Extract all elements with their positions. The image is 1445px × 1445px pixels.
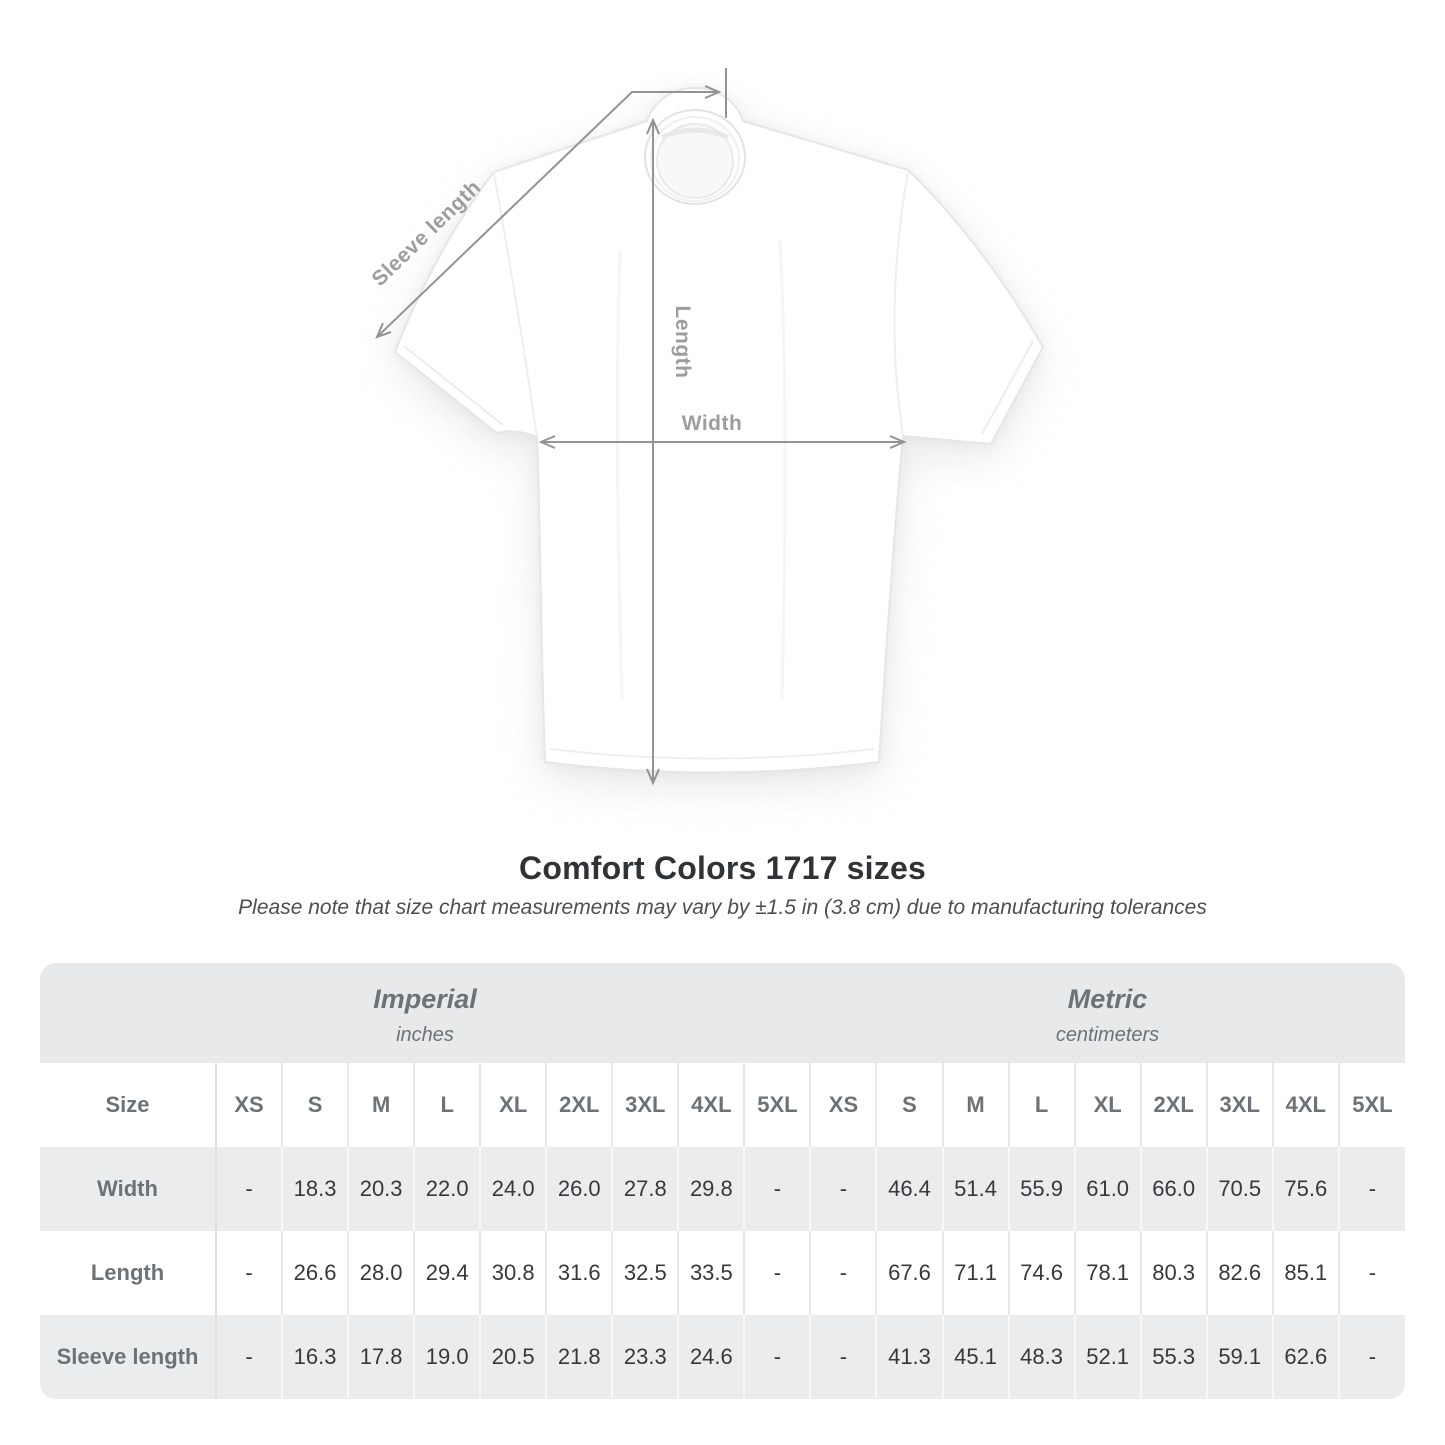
metric-unit: centimeters <box>1055 1023 1160 1046</box>
size-value-cell: 78.1 <box>1073 1231 1141 1315</box>
size-value-cell: 55.9 <box>1007 1147 1075 1231</box>
table-row: Sleeve length -16.3 17.8 19.0 20.5 21.8 23.3 24… <box>40 1315 1405 1399</box>
size-value-cell: 23.3 <box>611 1315 679 1399</box>
size-column-header: L <box>1007 1063 1075 1147</box>
size-column-header: 4XL <box>677 1063 745 1147</box>
tolerance-note: Please note that size chart measurements… <box>238 896 1207 919</box>
units-band: Imperial inches Metric centimeters <box>40 963 1405 1063</box>
size-column-header: 3XL <box>611 1063 679 1147</box>
size-value-cell: 16.3 <box>281 1315 349 1399</box>
size-value-cell: 82.6 <box>1205 1231 1273 1315</box>
size-value-cell: 59.1 <box>1205 1315 1273 1399</box>
size-header-row: Size XS S M L XL 2XL 3XL 4XL 5XL XS S M L XL 2XL 3XL 4XL… <box>40 1063 1405 1147</box>
page-title: Comfort Colors 1717 sizes <box>519 850 926 886</box>
size-value-cell: 27.8 <box>611 1147 679 1231</box>
size-value-cell: - <box>214 1147 283 1231</box>
size-value-cell: 41.3 <box>875 1315 943 1399</box>
tshirt-measurement-diagram: Sleeve length Length Width <box>367 68 1044 786</box>
size-value-cell: 62.6 <box>1271 1315 1339 1399</box>
size-value-cell: 80.3 <box>1139 1231 1207 1315</box>
width-arrow <box>538 435 907 449</box>
imperial-unit: inches <box>396 1023 454 1046</box>
metric-header: Metric centimeters <box>810 963 1405 1063</box>
size-value-cell: 45.1 <box>941 1315 1009 1399</box>
size-column-header: 2XL <box>545 1063 613 1147</box>
size-column-header: XS <box>214 1063 283 1147</box>
size-value-cell: 26.0 <box>545 1147 613 1231</box>
size-value-cell: 67.6 <box>875 1231 943 1315</box>
imperial-title: Imperial <box>373 983 477 1014</box>
size-value-cell: - <box>809 1231 877 1315</box>
size-value-cell: 75.6 <box>1271 1147 1339 1231</box>
size-value-cell: 20.3 <box>347 1147 415 1231</box>
size-value-cell: 55.3 <box>1139 1315 1207 1399</box>
size-value-cell: - <box>743 1231 811 1315</box>
size-value-cell: 46.4 <box>875 1147 943 1231</box>
size-column-title: Size <box>40 1063 216 1147</box>
size-column-header: S <box>281 1063 349 1147</box>
size-value-cell: 48.3 <box>1007 1315 1075 1399</box>
size-value-cell: - <box>743 1315 811 1399</box>
metric-title: Metric <box>1067 983 1148 1014</box>
size-table-body: Width -18.3 20.3 22.0 24.0 26.0 27.8 29.8- -46.4… <box>40 1147 1405 1399</box>
size-value-cell: - <box>214 1231 283 1315</box>
size-value-cell: 29.8 <box>677 1147 745 1231</box>
size-value-cell: 18.3 <box>281 1147 349 1231</box>
length-label: Length <box>671 306 694 379</box>
size-value-cell: 26.6 <box>281 1231 349 1315</box>
table-row: Length -26.6 28.0 29.4 30.8 31.6 32.5 33.5- -67.… <box>40 1231 1405 1315</box>
size-value-cell: - <box>809 1315 877 1399</box>
measurement-row-label: Sleeve length <box>40 1315 216 1399</box>
size-value-cell: - <box>743 1147 811 1231</box>
size-column-header: 3XL <box>1205 1063 1273 1147</box>
size-column-header: 4XL <box>1271 1063 1339 1147</box>
size-column-header: 5XL <box>743 1063 811 1147</box>
size-value-cell: 71.1 <box>941 1231 1009 1315</box>
size-column-header: 5XL <box>1337 1063 1405 1147</box>
size-value-cell: 51.4 <box>941 1147 1009 1231</box>
size-value-cell: 17.8 <box>347 1315 415 1399</box>
size-column-header: M <box>347 1063 415 1147</box>
size-value-cell: - <box>809 1147 877 1231</box>
size-column-header: XL <box>1073 1063 1141 1147</box>
size-value-cell: 32.5 <box>611 1231 679 1315</box>
size-value-cell: 70.5 <box>1205 1147 1273 1231</box>
size-value-cell: 85.1 <box>1271 1231 1339 1315</box>
size-value-cell: 24.0 <box>479 1147 547 1231</box>
size-value-cell: - <box>1337 1231 1405 1315</box>
size-value-cell: 74.6 <box>1007 1231 1075 1315</box>
size-value-cell: 33.5 <box>677 1231 745 1315</box>
measurement-row-label: Length <box>40 1231 216 1315</box>
size-value-cell: 52.1 <box>1073 1315 1141 1399</box>
size-column-header: XS <box>809 1063 877 1147</box>
size-column-header: 2XL <box>1139 1063 1207 1147</box>
size-value-cell: 29.4 <box>413 1231 481 1315</box>
size-value-cell: 24.6 <box>677 1315 745 1399</box>
size-value-cell: 30.8 <box>479 1231 547 1315</box>
size-value-cell: 20.5 <box>479 1315 547 1399</box>
size-column-header: S <box>875 1063 943 1147</box>
size-value-cell: 31.6 <box>545 1231 613 1315</box>
width-label: Width <box>682 412 743 435</box>
sleeve-length-arrow <box>375 85 722 339</box>
measurement-row-label: Width <box>40 1147 216 1231</box>
size-column-header: M <box>941 1063 1009 1147</box>
size-column-header: XL <box>479 1063 547 1147</box>
table-row: Width -18.3 20.3 22.0 24.0 26.0 27.8 29.8- -46.4… <box>40 1147 1405 1231</box>
tshirt-image <box>394 86 1044 774</box>
size-value-cell: 21.8 <box>545 1315 613 1399</box>
size-value-cell: - <box>1337 1315 1405 1399</box>
size-value-cell: 61.0 <box>1073 1147 1141 1231</box>
size-table: Imperial inches Metric centimeters Size … <box>40 963 1405 1399</box>
size-value-cell: 22.0 <box>413 1147 481 1231</box>
size-column-header: L <box>413 1063 481 1147</box>
length-arrow <box>646 117 660 786</box>
size-value-cell: 28.0 <box>347 1231 415 1315</box>
size-value-cell: - <box>1337 1147 1405 1231</box>
size-value-cell: 66.0 <box>1139 1147 1207 1231</box>
imperial-header: Imperial inches <box>40 963 810 1063</box>
size-value-cell: - <box>214 1315 283 1399</box>
size-value-cell: 19.0 <box>413 1315 481 1399</box>
